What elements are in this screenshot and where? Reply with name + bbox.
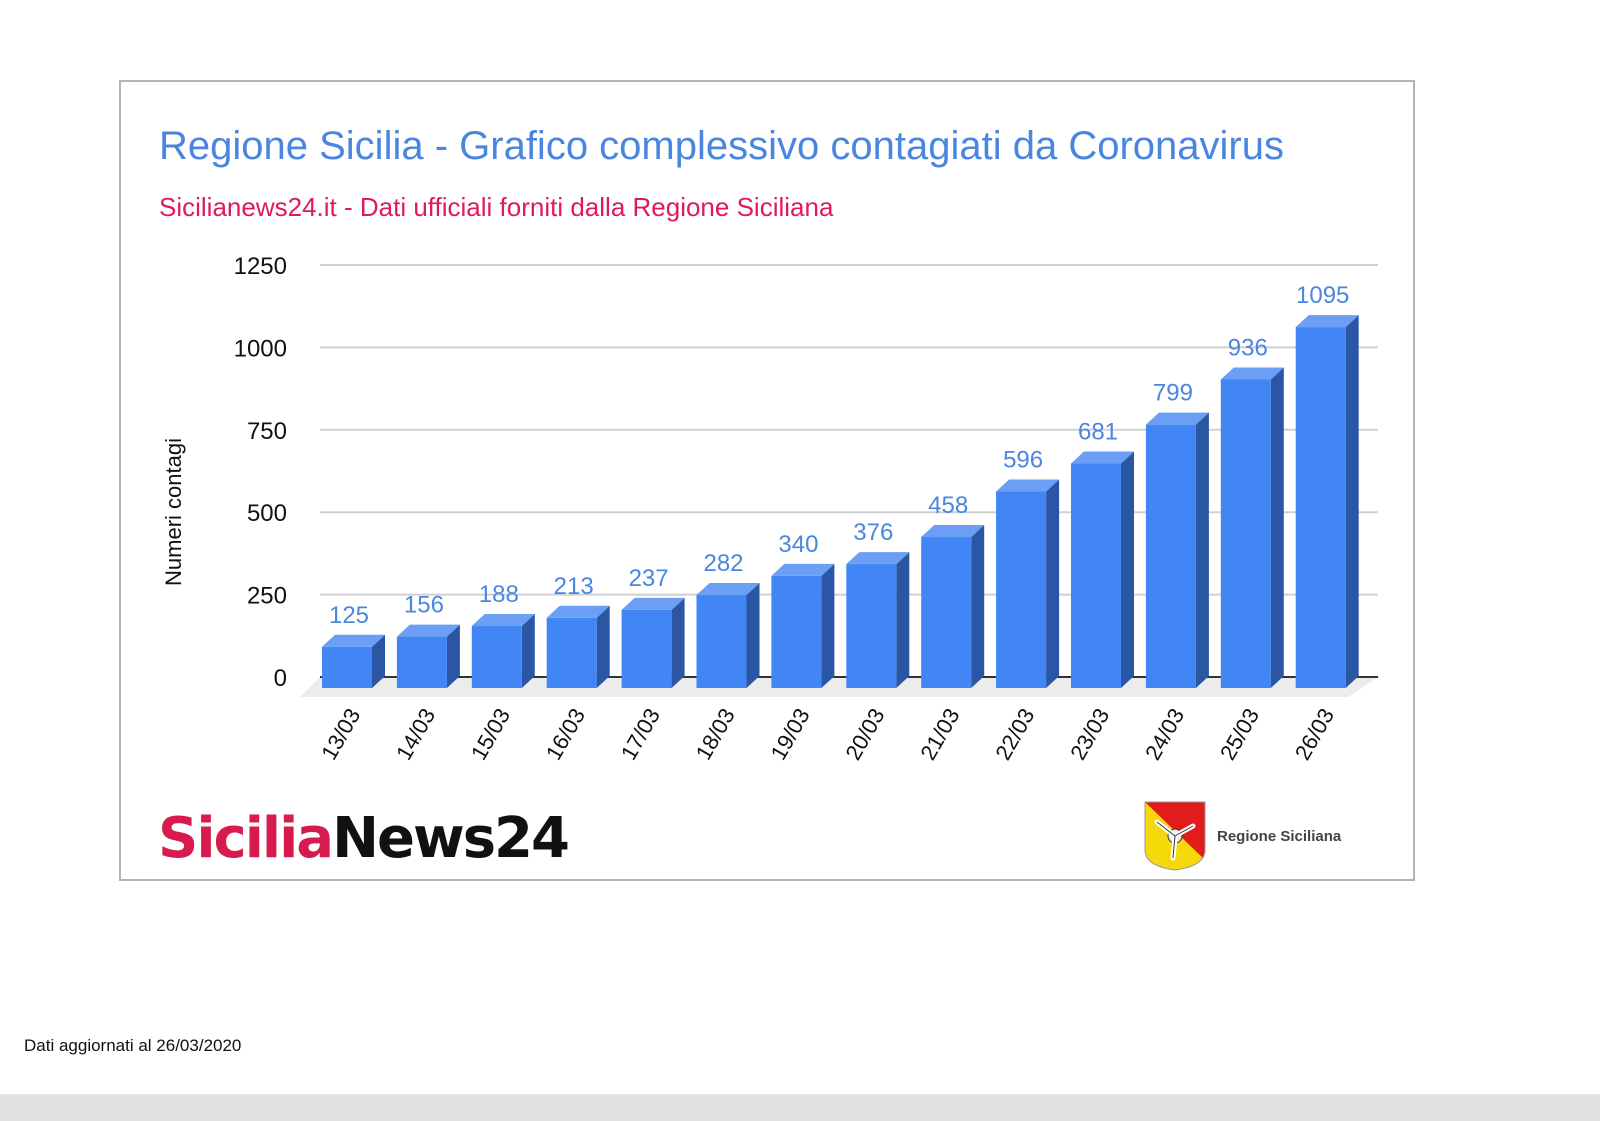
bottom-bar — [0, 1094, 1600, 1121]
bar: 156 — [396, 592, 460, 688]
chart-title: Regione Sicilia - Grafico complessivo co… — [159, 124, 1284, 168]
bars: 125 156 188 213 237 282 340 376 458 596 681 799 936 1… — [322, 282, 1359, 688]
y-tick-label: 1000 — [234, 335, 287, 362]
chart-subtitle: Sicilianews24.it - Dati ufficiali fornit… — [159, 192, 834, 222]
update-note: Dati aggiornati al 26/03/2020 — [24, 1036, 242, 1055]
data-label: 681 — [1078, 419, 1118, 446]
bar: 936 — [1220, 334, 1284, 688]
bar: 340 — [771, 531, 835, 688]
regione-siciliana-logo: Regione Siciliana — [1143, 800, 1341, 872]
data-label: 282 — [703, 550, 743, 577]
data-label: 188 — [479, 581, 519, 608]
bar: 125 — [322, 602, 385, 688]
data-label: 1095 — [1296, 282, 1349, 309]
y-tick-label: 0 — [274, 665, 287, 692]
data-label: 936 — [1228, 334, 1268, 361]
x-tick-label: 15/03 — [466, 704, 515, 764]
data-label: 376 — [853, 519, 893, 546]
data-label: 458 — [928, 492, 968, 519]
bar: 799 — [1145, 380, 1209, 688]
x-tick-label: 26/03 — [1290, 704, 1339, 764]
regione-siciliana-label: Regione Siciliana — [1217, 827, 1342, 845]
bar: 458 — [921, 492, 985, 688]
x-tick-label: 18/03 — [691, 704, 740, 764]
logo-news24-text: News24 — [332, 806, 570, 871]
x-tick-label: 22/03 — [990, 704, 1039, 764]
x-tick-label: 24/03 — [1140, 704, 1189, 764]
bar: 1095 — [1295, 282, 1359, 688]
x-tick-label: 19/03 — [766, 704, 815, 764]
y-tick-label: 500 — [247, 500, 287, 527]
sicilianews24-logo: SiciliaNews24 — [158, 806, 570, 871]
gridlines — [320, 264, 1378, 596]
bar: 237 — [621, 565, 685, 688]
bar: 596 — [996, 447, 1060, 688]
y-tick-label: 1250 — [234, 253, 287, 280]
trinacria-coat-of-arms-icon — [1144, 801, 1206, 871]
data-label: 125 — [329, 602, 369, 629]
bar: 376 — [846, 519, 910, 688]
x-tick-label: 14/03 — [391, 704, 440, 764]
data-label: 237 — [629, 565, 669, 592]
data-label: 340 — [778, 531, 818, 558]
y-tick-label: 750 — [247, 418, 287, 445]
chart-floor — [300, 677, 1378, 697]
x-tick-label: 21/03 — [915, 704, 964, 764]
bar: 213 — [546, 573, 610, 688]
bar: 282 — [696, 550, 760, 688]
data-label: 213 — [554, 573, 594, 600]
x-tick-label: 20/03 — [840, 704, 889, 764]
bar: 681 — [1071, 419, 1134, 688]
logo-sicilia-text: Sicilia — [158, 806, 334, 871]
data-label: 156 — [404, 592, 444, 619]
data-label: 596 — [1003, 447, 1043, 474]
bar: 188 — [471, 581, 535, 688]
x-tick-label: 13/03 — [316, 704, 365, 764]
data-label: 799 — [1153, 380, 1193, 407]
x-tick-label: 16/03 — [541, 704, 590, 764]
y-tick-label: 250 — [247, 583, 287, 610]
x-tick-label: 17/03 — [616, 704, 665, 764]
x-tick-label: 25/03 — [1215, 704, 1264, 764]
x-tick-label: 23/03 — [1065, 704, 1114, 764]
y-axis-ticks: 0 250 500 750 1000 1250 — [234, 253, 287, 692]
x-axis-ticks: 13/03 14/03 15/03 16/03 17/03 18/03 19/03 20/03… — [316, 704, 1339, 764]
